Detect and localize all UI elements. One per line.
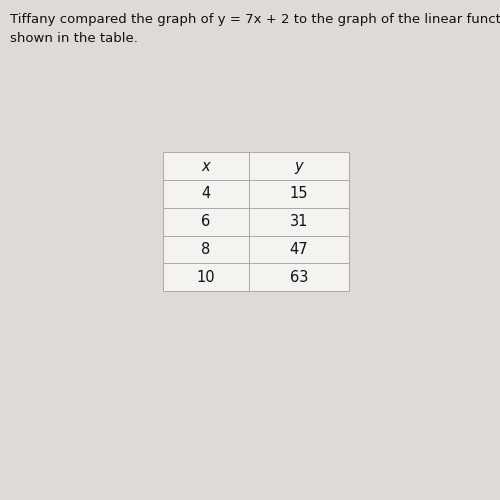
Bar (163, 208, 248, 236)
Bar (163, 264, 248, 291)
Bar (248, 208, 349, 236)
Bar (163, 180, 248, 208)
Text: shown in the table.: shown in the table. (10, 32, 138, 46)
Bar (248, 180, 349, 208)
Text: y: y (294, 159, 303, 174)
Text: 63: 63 (290, 270, 308, 284)
Text: 8: 8 (201, 242, 210, 257)
Text: 4: 4 (201, 186, 210, 202)
Bar (248, 152, 349, 180)
Text: 47: 47 (290, 242, 308, 257)
Bar (163, 152, 248, 180)
Bar (248, 264, 349, 291)
Bar (248, 236, 349, 264)
Text: 15: 15 (290, 186, 308, 202)
Text: x: x (202, 159, 210, 174)
Bar (163, 236, 248, 264)
Text: Tiffany compared the graph of y = 7x + 2 to the graph of the linear function: Tiffany compared the graph of y = 7x + 2… (10, 12, 500, 26)
Text: 31: 31 (290, 214, 308, 229)
Text: 6: 6 (201, 214, 210, 229)
Text: 10: 10 (196, 270, 215, 284)
